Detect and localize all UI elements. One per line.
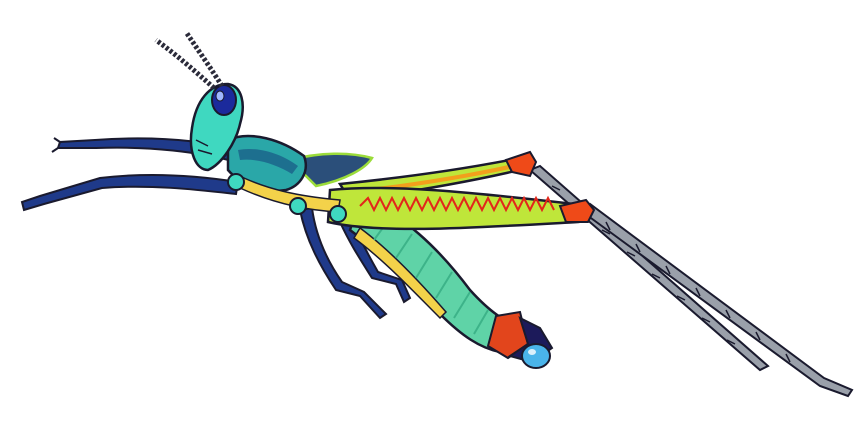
- hind-femur-lower: [326, 186, 580, 231]
- antenna-left: [154, 37, 216, 90]
- hind-tibia-left: [528, 164, 770, 372]
- knee-lower: [558, 198, 596, 223]
- thorax: [226, 134, 341, 213]
- mid-leg-left: [298, 206, 388, 320]
- leg-joints: [227, 173, 347, 223]
- antenna-right: [183, 30, 225, 88]
- eye: [211, 84, 237, 116]
- knee-upper: [504, 150, 538, 178]
- wing: [287, 152, 374, 188]
- front-leg-lower: [20, 174, 240, 212]
- hind-tibia-right: [578, 202, 854, 398]
- abdomen-tip: [486, 310, 554, 369]
